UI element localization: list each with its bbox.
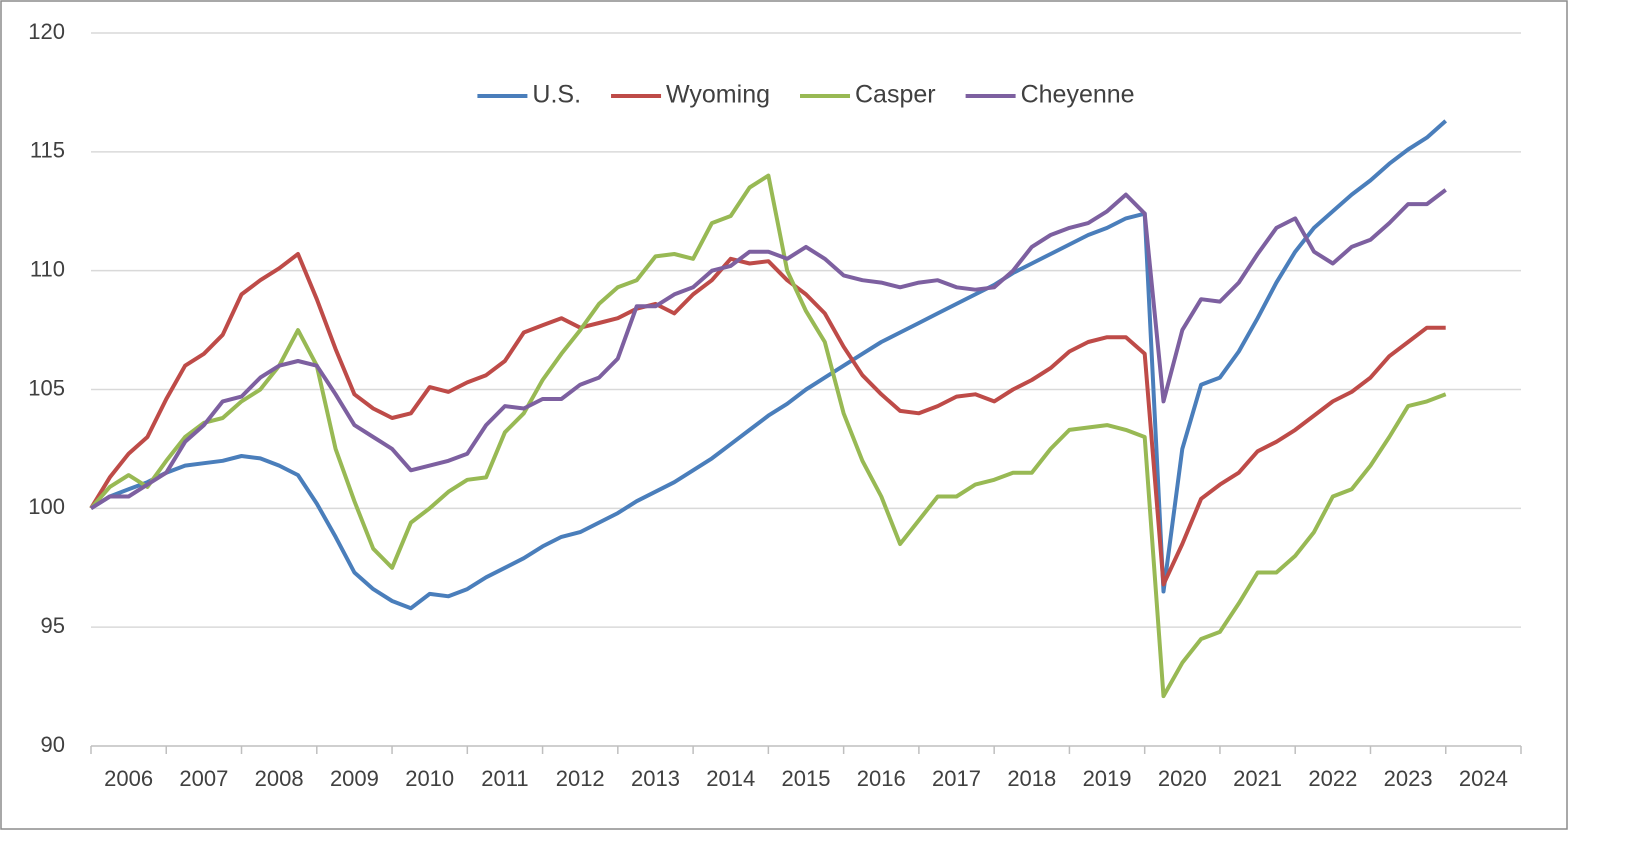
- legend-text: Cheyenne: [1021, 81, 1135, 109]
- x-tick-label: 2023: [1384, 766, 1433, 791]
- y-tick-label: 90: [41, 732, 65, 757]
- x-tick-label: 2015: [782, 766, 831, 791]
- x-tick-label: 2018: [1007, 766, 1056, 791]
- chart-frame: [0, 0, 1568, 830]
- y-tick-label: 110: [30, 256, 65, 281]
- series-line: [89, 119, 1448, 611]
- x-tick-label: 2019: [1083, 766, 1132, 791]
- x-tick-label: 2007: [179, 766, 228, 791]
- x-tick-label: 2012: [556, 766, 605, 791]
- series-line: [89, 188, 1447, 510]
- x-tick-label: 2024: [1459, 766, 1508, 791]
- legend-text: Wyoming: [666, 81, 770, 109]
- y-tick-label: 95: [41, 613, 65, 638]
- y-tick-label: 115: [30, 138, 65, 163]
- legend-text: U.S.: [532, 81, 581, 109]
- legend: U.S. Wyoming Casper Cheyenne: [477, 81, 1135, 109]
- legend-text: Casper: [855, 81, 936, 109]
- y-tick-label: 105: [28, 375, 65, 400]
- series-line: [89, 252, 1446, 587]
- x-tick-label: 2006: [104, 766, 153, 791]
- x-tick-label: 2008: [255, 766, 304, 791]
- x-tick-label: 2009: [330, 766, 379, 791]
- x-tick-label: 2013: [631, 766, 680, 791]
- x-tick-label: 2010: [405, 766, 454, 791]
- x-tick-label: 2020: [1158, 766, 1207, 791]
- x-tick-label: 2021: [1233, 766, 1282, 791]
- y-tick-label: 120: [28, 19, 65, 44]
- y-tick-label: 100: [28, 494, 65, 519]
- x-tick-label: 2016: [857, 766, 906, 791]
- x-tick-label: 2011: [481, 766, 528, 791]
- x-tick-label: 2017: [932, 766, 981, 791]
- x-tick-label: 2014: [706, 766, 755, 791]
- x-tick-label: 2022: [1308, 766, 1357, 791]
